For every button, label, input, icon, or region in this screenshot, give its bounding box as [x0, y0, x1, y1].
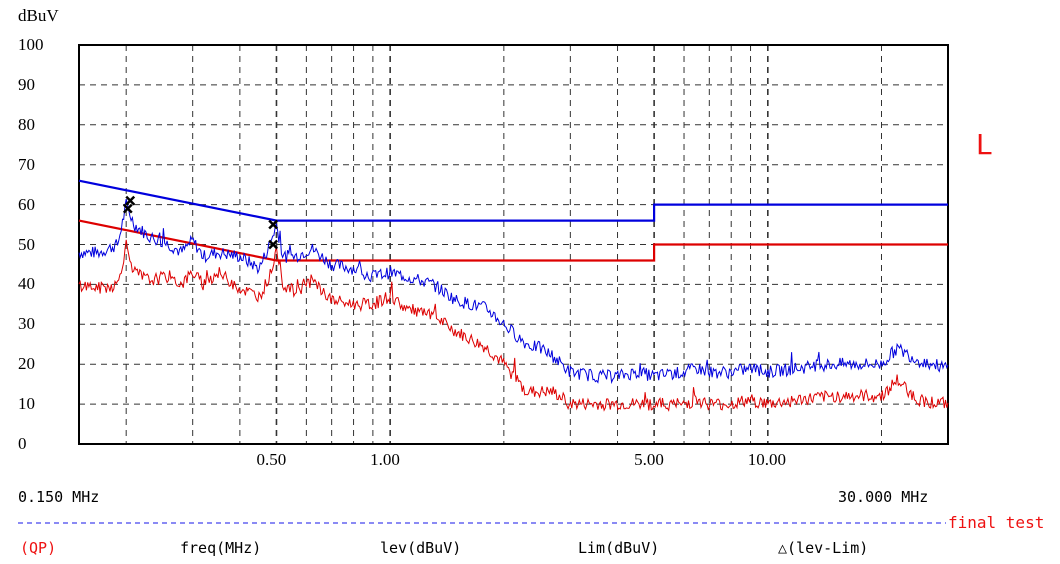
peak-marker [268, 219, 279, 230]
x-start-label: 0.150 MHz [18, 488, 100, 506]
col-lim-header: Lim(dBuV) [578, 539, 660, 557]
measurement-trace [78, 239, 949, 412]
y-axis-unit-label: dBuV [18, 6, 59, 25]
y-tick-label: 20 [18, 354, 35, 374]
y-tick-label: 50 [18, 234, 35, 254]
x-tick-label: 5.00 [634, 450, 664, 469]
line-label: L [976, 128, 992, 161]
x-end-label: 30.000 MHz [838, 488, 929, 506]
final-test-label: final test [948, 513, 1045, 532]
y-tick-label: 80 [18, 114, 35, 134]
y-tick-label: 70 [18, 154, 35, 174]
x-tick-label: 0.50 [256, 450, 287, 469]
y-tick-label: 0 [18, 434, 27, 453]
limit-line [78, 179, 948, 222]
col-freq-header: freq(MHz) [180, 539, 262, 557]
peak-marker [125, 195, 136, 206]
limit-line [78, 219, 948, 262]
x-tick-label: 1.00 [370, 450, 400, 469]
measurement-trace [78, 199, 949, 385]
y-tick-label: 60 [18, 194, 35, 214]
y-tick-label: 30 [18, 314, 35, 334]
y-tick-label: 90 [18, 74, 35, 94]
peak-marker [268, 239, 279, 250]
col-delta-header: △(lev-Lim) [778, 539, 869, 557]
peak-marker [122, 203, 133, 214]
qp-label: (QP) [20, 539, 57, 557]
col-lev-header: lev(dBuV) [380, 539, 462, 557]
y-tick-label: 100 [18, 35, 44, 54]
y-tick-label: 10 [18, 394, 35, 414]
y-tick-label: 40 [18, 274, 35, 294]
x-tick-label: 10.00 [747, 450, 787, 469]
